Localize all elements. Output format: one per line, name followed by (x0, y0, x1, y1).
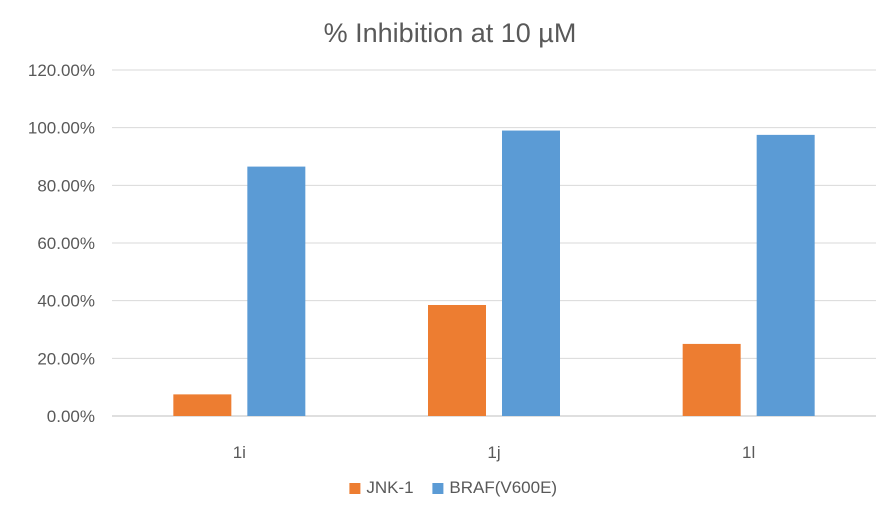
y-tick-label: 120.00% (28, 61, 95, 80)
x-tick-label: 1i (233, 443, 246, 462)
y-tick-label: 100.00% (28, 119, 95, 138)
x-tick-label: 1j (487, 443, 500, 462)
legend-label: BRAF(V600E) (449, 478, 557, 497)
grid-layer (112, 69, 876, 417)
y-tick-label: 20.00% (37, 349, 95, 368)
bar-1j-JNK-1 (428, 304, 486, 416)
y-tick-label: 0.00% (47, 407, 95, 426)
bar-1l-JNK-1 (682, 343, 741, 416)
legend: JNK-1 BRAF(V600E) (349, 478, 557, 497)
bar-1l-BRAF(V600E) (756, 134, 815, 416)
chart-title: % Inhibition at 10 µM (324, 18, 577, 48)
bar-1j-BRAF(V600E) (502, 130, 560, 417)
x-axis-ticks: 1i 1j 1l (233, 443, 756, 462)
bar-1i-JNK-1 (173, 394, 232, 416)
y-tick-label: 80.00% (37, 176, 95, 195)
legend-swatch-JNK-1 (349, 483, 361, 494)
bar-1i-BRAF(V600E) (247, 166, 306, 416)
legend-label: JNK-1 (366, 478, 413, 497)
legend-swatch-BRAF(V600E) (432, 483, 444, 494)
y-tick-label: 40.00% (37, 292, 95, 311)
y-axis-ticks: 0.00% 20.00% 40.00% 60.00% 80.00% 100.00% 120.… (28, 61, 95, 426)
x-tick-label: 1l (742, 443, 755, 462)
y-tick-label: 60.00% (37, 234, 95, 253)
bars (173, 130, 815, 417)
